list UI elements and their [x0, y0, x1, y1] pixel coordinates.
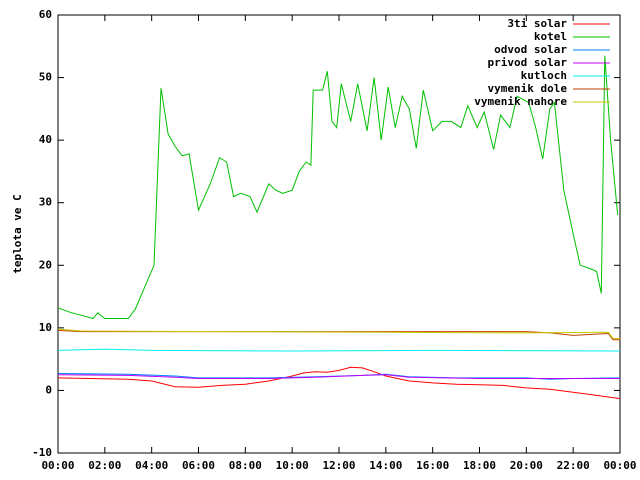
y-tick-label: 30 — [39, 196, 52, 209]
series-line — [57, 328, 620, 339]
x-tick-label: 22:00 — [557, 459, 590, 472]
series-line — [57, 55, 619, 320]
legend-label: odvod solar — [494, 43, 567, 56]
legend-label: 3ti solar — [507, 17, 567, 30]
x-tick-label: 14:00 — [369, 459, 402, 472]
series-line — [57, 366, 621, 400]
legend-label: kotel — [534, 30, 567, 43]
x-tick-label: 08:00 — [229, 459, 262, 472]
x-tick-label: 10:00 — [276, 459, 309, 472]
x-tick-label: 00:00 — [603, 459, 636, 472]
legend-label: kutloch — [521, 69, 567, 82]
y-tick-label: 10 — [39, 321, 52, 334]
legend-label: vymenik dole — [488, 82, 568, 95]
y-tick-label: 0 — [45, 383, 52, 396]
x-tick-label: 06:00 — [182, 459, 215, 472]
x-tick-label: 00:00 — [41, 459, 74, 472]
legend-label: privod solar — [488, 56, 568, 69]
legend-label: vymenik nahore — [474, 95, 567, 108]
y-tick-label: 40 — [39, 133, 52, 146]
y-tick-label: 50 — [39, 71, 52, 84]
y-tick-label: -10 — [32, 446, 52, 459]
x-tick-label: 02:00 — [88, 459, 121, 472]
series-line — [57, 374, 620, 379]
y-tick-label: 60 — [39, 8, 52, 21]
y-axis-label: teplota ve C — [11, 194, 24, 273]
x-tick-label: 18:00 — [463, 459, 496, 472]
series-line — [57, 348, 621, 352]
x-tick-label: 16:00 — [416, 459, 449, 472]
x-tick-label: 12:00 — [322, 459, 355, 472]
x-tick-label: 04:00 — [135, 459, 168, 472]
y-tick-label: 20 — [39, 258, 52, 271]
x-tick-label: 20:00 — [510, 459, 543, 472]
